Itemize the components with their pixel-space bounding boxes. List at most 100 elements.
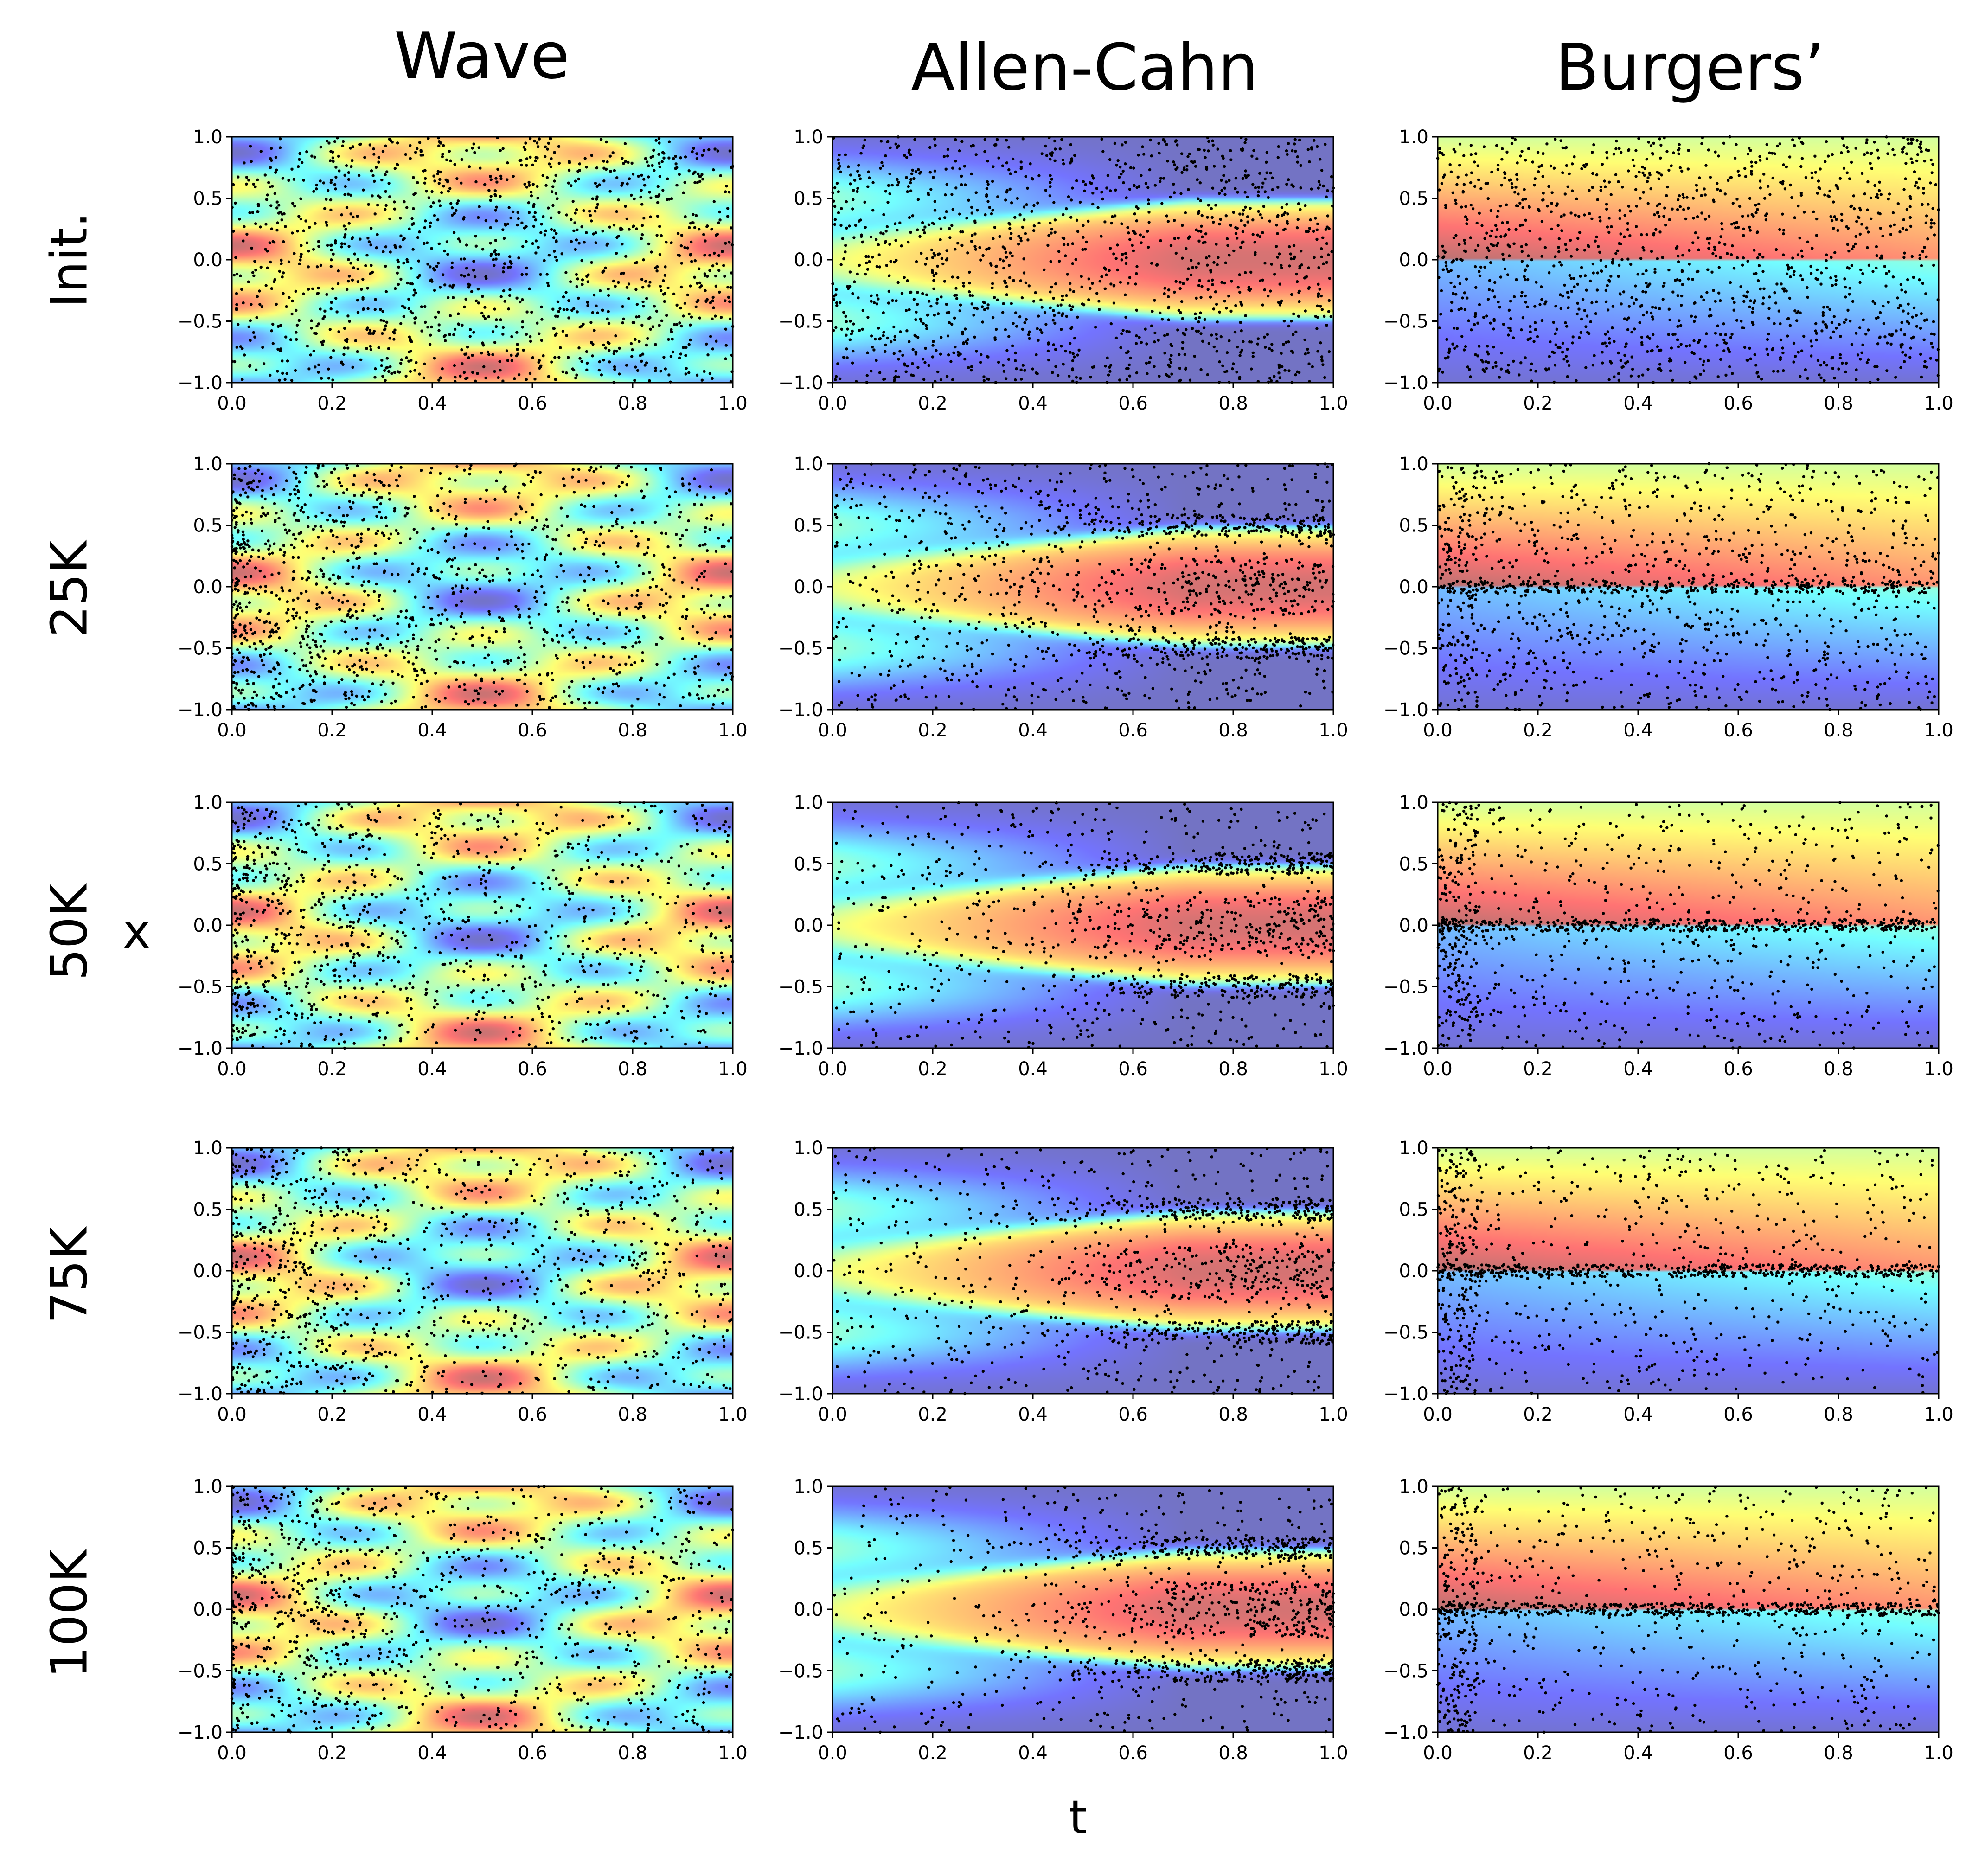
point: [242, 301, 245, 305]
point: [596, 311, 599, 314]
point: [687, 519, 690, 523]
point: [675, 303, 679, 307]
point: [1056, 374, 1060, 377]
point: [480, 679, 483, 683]
point: [991, 282, 994, 285]
point: [587, 273, 590, 276]
point: [1749, 299, 1752, 302]
point: [1298, 266, 1301, 270]
point: [448, 187, 452, 190]
point: [1549, 340, 1552, 344]
point: [567, 168, 571, 172]
point: [311, 287, 314, 290]
point: [359, 539, 363, 543]
x-tick-label: 1.0: [1319, 393, 1348, 414]
point: [713, 147, 717, 151]
point: [1899, 304, 1903, 307]
point: [717, 269, 721, 272]
point: [1488, 279, 1492, 282]
point: [1031, 367, 1034, 371]
point: [380, 516, 383, 519]
point: [1906, 320, 1909, 323]
point: [1790, 196, 1793, 199]
point: [1210, 333, 1213, 337]
point: [962, 284, 966, 288]
point: [1191, 266, 1194, 269]
point: [1561, 171, 1564, 174]
point: [519, 300, 522, 304]
point: [1144, 327, 1147, 331]
point: [1565, 248, 1568, 251]
point: [1731, 244, 1734, 248]
point: [839, 224, 843, 227]
point: [501, 270, 505, 274]
point: [268, 241, 271, 244]
point: [457, 322, 460, 326]
point: [1062, 213, 1065, 217]
point: [1452, 292, 1455, 295]
point: [1268, 219, 1272, 223]
point: [242, 487, 245, 491]
point: [659, 615, 662, 618]
point: [1180, 300, 1184, 303]
point: [871, 181, 875, 184]
point: [1444, 261, 1447, 264]
point: [385, 559, 388, 562]
point: [261, 642, 264, 646]
point: [286, 359, 289, 363]
point: [525, 510, 528, 514]
point: [1076, 230, 1080, 233]
point: [1627, 316, 1631, 320]
point: [1145, 361, 1148, 365]
point: [1292, 244, 1296, 247]
point: [695, 373, 699, 377]
x-tick-label: 0.8: [1824, 393, 1853, 414]
point: [1781, 182, 1785, 186]
point: [1220, 189, 1223, 192]
point: [430, 325, 433, 329]
point: [1914, 184, 1917, 187]
point: [1320, 255, 1323, 258]
point: [647, 242, 651, 246]
point: [242, 655, 245, 659]
point: [834, 293, 838, 296]
point: [1077, 348, 1081, 352]
point: [1493, 281, 1497, 284]
point: [239, 634, 242, 638]
point: [1785, 289, 1788, 293]
point: [1896, 296, 1899, 300]
point: [1676, 294, 1679, 297]
point: [403, 514, 407, 518]
point: [1221, 364, 1224, 367]
point: [867, 255, 870, 258]
point: [618, 346, 621, 350]
point: [494, 219, 498, 223]
point: [1061, 236, 1065, 239]
point: [487, 527, 491, 530]
point: [839, 263, 843, 266]
point: [1052, 309, 1055, 312]
point: [1636, 273, 1639, 276]
point: [452, 231, 456, 234]
point: [376, 203, 379, 207]
point: [539, 231, 543, 235]
point: [1249, 270, 1253, 274]
point: [1289, 252, 1293, 256]
point: [1693, 375, 1697, 378]
point: [696, 493, 699, 497]
x-tick-label: 0.2: [1523, 393, 1553, 414]
point: [1639, 305, 1642, 308]
point: [384, 173, 387, 177]
point: [1197, 320, 1200, 324]
point: [1466, 365, 1469, 369]
point: [901, 353, 904, 357]
point: [983, 308, 986, 311]
point: [365, 254, 369, 257]
point: [367, 203, 370, 206]
point: [602, 359, 605, 362]
point: [269, 373, 272, 377]
point: [1786, 317, 1790, 321]
point: [1732, 267, 1736, 270]
point: [369, 243, 372, 247]
point: [708, 647, 711, 651]
